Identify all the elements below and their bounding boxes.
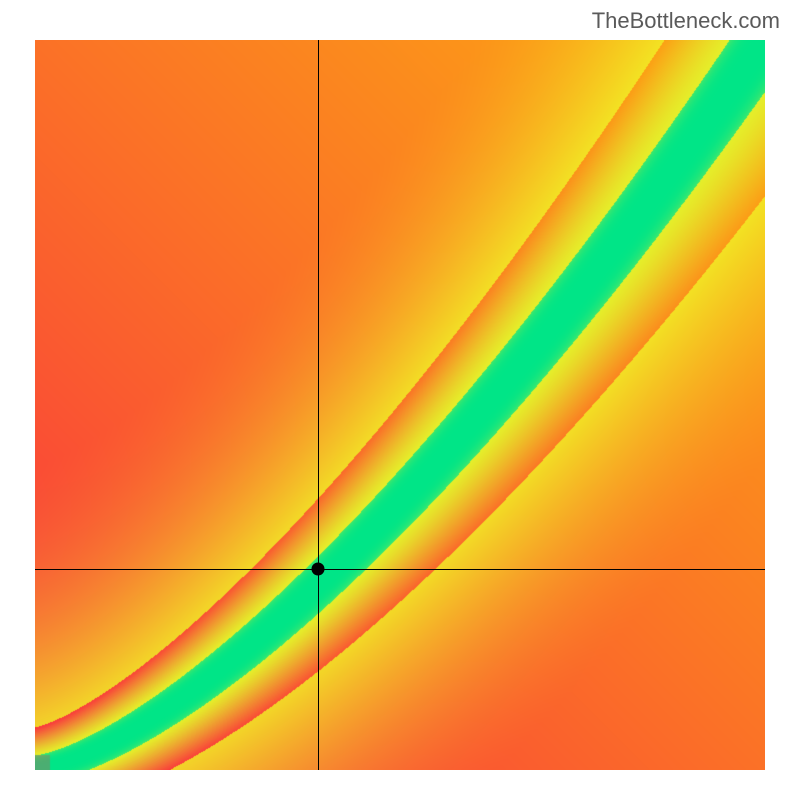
watermark-text: TheBottleneck.com [592, 8, 780, 34]
heatmap-canvas [35, 40, 765, 770]
crosshair-vertical [318, 40, 319, 770]
crosshair-horizontal [35, 569, 765, 570]
chart-container: TheBottleneck.com [0, 0, 800, 800]
marker-point [311, 562, 324, 575]
heatmap-plot-area [35, 40, 765, 770]
